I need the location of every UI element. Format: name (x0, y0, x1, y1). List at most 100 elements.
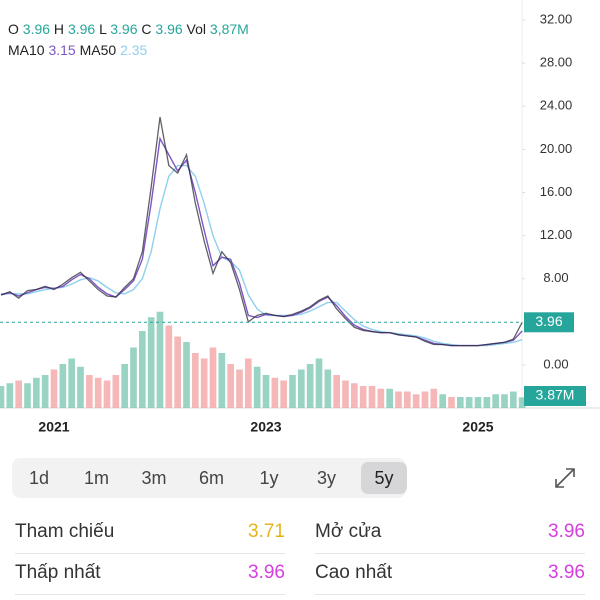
volume-bar (227, 364, 234, 408)
stat-label: Cao nhất (315, 562, 393, 583)
volume-bar (306, 364, 314, 408)
ohlc-header: O 3.96 H 3.96 L 3.96 C 3.96 Vol 3,87M (8, 21, 249, 37)
range-tabs: 1d 1m 3m 6m 1y 3y 5y (12, 458, 407, 498)
stat-value: 3.96 (548, 562, 585, 583)
x-tick-label: 2025 (462, 419, 493, 435)
volume-tag (524, 386, 586, 406)
volume-bar (77, 366, 84, 408)
volume-bar (68, 358, 75, 408)
volume-bar (377, 388, 385, 408)
label: L (99, 21, 107, 37)
volume-bar (351, 383, 358, 408)
label: MA50 (79, 42, 117, 58)
range-tab[interactable]: 1y (259, 468, 279, 488)
volume-bar (192, 353, 199, 408)
y-tick-label: 0.00 (543, 356, 568, 371)
stat-separator (15, 594, 285, 595)
volume-bar (271, 377, 279, 408)
volume-bar (41, 375, 49, 408)
range-tab[interactable]: 1m (83, 468, 109, 488)
volume-bar (395, 391, 402, 408)
y-tick-label: 8.00 (543, 270, 568, 285)
volume-bar (15, 380, 22, 408)
volume-bar (165, 325, 173, 408)
volume-bar (50, 369, 58, 408)
stat-value: 3.71 (248, 521, 285, 542)
volume-bar (386, 388, 393, 408)
volume-bar (218, 353, 226, 408)
y-tick-label: 32.00 (540, 11, 573, 26)
volume-bar (103, 380, 111, 408)
value: 3.15 (48, 42, 76, 58)
stat-value: 3.96 (248, 562, 285, 583)
volume-bar (315, 358, 323, 408)
volume-bar (253, 366, 261, 408)
volume-bar (94, 377, 102, 408)
volume-bar (412, 394, 420, 408)
stat-value: 3.96 (548, 521, 585, 542)
volume-bar (324, 369, 332, 408)
ma-line (1, 164, 523, 347)
value: 3.96 (110, 21, 138, 37)
volume-bar (421, 391, 429, 408)
volume-bar (130, 347, 137, 408)
volume-bar (439, 394, 446, 408)
stat-separator (315, 553, 585, 554)
label: MA10 (8, 42, 45, 58)
y-tick-label: 24.00 (540, 98, 573, 113)
volume-bar (6, 383, 14, 408)
volume-bar (280, 380, 287, 408)
volume-bar (121, 364, 128, 408)
label: O (8, 21, 19, 37)
label: C (141, 21, 152, 37)
volume-bar (262, 375, 270, 408)
volume-bar (359, 386, 367, 408)
volume-bar (33, 377, 40, 408)
stat-label: Mở cửa (315, 521, 382, 542)
volume-bar (59, 364, 67, 408)
label: Vol (186, 21, 207, 37)
volume-bar (342, 380, 349, 408)
label: H (53, 21, 65, 37)
volume-bar (24, 383, 31, 408)
price-tag (524, 312, 574, 333)
price-line (0, 116, 523, 347)
volume-bar (156, 311, 164, 408)
volume-bar (112, 375, 120, 408)
volume-bar (0, 386, 5, 408)
volume-bar (465, 397, 473, 408)
volume-bar (86, 375, 93, 408)
volume-bar (474, 397, 482, 408)
range-tab[interactable]: 1d (28, 468, 50, 488)
stat-label: Thấp nhất (15, 562, 101, 583)
volume-bar (200, 358, 208, 408)
y-tick-label: 12.00 (540, 227, 573, 242)
range-tab[interactable]: 3y (316, 468, 336, 488)
stat-label: Tham chiếu (15, 521, 115, 542)
volume-bar (368, 386, 376, 408)
volume-bar (448, 397, 455, 408)
range-tab[interactable]: 5y (361, 462, 407, 494)
x-tick-label: 2021 (38, 419, 69, 435)
value: 3.96 (155, 21, 183, 37)
value: 3.96 (67, 21, 96, 37)
ma-line (0, 136, 523, 347)
x-tick-label: 2023 (250, 419, 281, 435)
price-tag-label: 3.96 (535, 313, 562, 329)
volume-bar (518, 397, 526, 408)
volume-bar (457, 397, 464, 408)
volume-bar (501, 394, 508, 408)
chart: 32.00 28.00 24.00 20.00 16.00 12.00 8.00 0.00 20… (0, 0, 600, 435)
range-tab[interactable]: 6m (198, 468, 224, 488)
expand-icon[interactable] (553, 466, 577, 490)
volume-bar (404, 391, 411, 408)
y-tick-label: 28.00 (540, 55, 573, 70)
volume-bar (147, 317, 155, 408)
volume-bar (209, 347, 217, 408)
value: 3.96 (22, 21, 51, 37)
volume-bar (333, 375, 340, 408)
volume-bar (492, 394, 499, 408)
volume-bar (139, 331, 146, 408)
range-tab[interactable]: 3m (141, 468, 167, 488)
